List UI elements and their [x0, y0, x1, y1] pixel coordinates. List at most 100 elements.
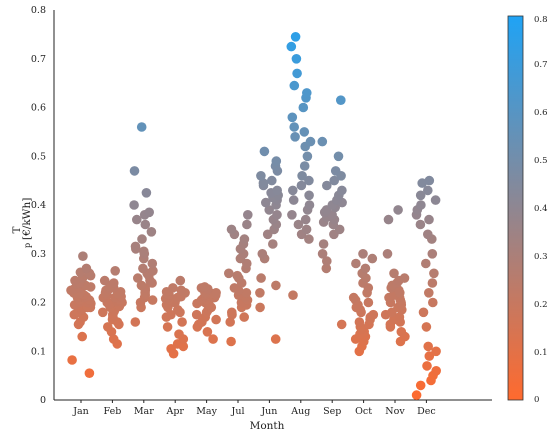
data-point	[393, 205, 403, 215]
data-point	[264, 205, 275, 215]
data-point	[177, 317, 187, 327]
data-point	[108, 334, 119, 344]
data-point	[422, 361, 432, 371]
data-point	[138, 263, 148, 274]
data-point	[166, 344, 176, 354]
x-axis-ticks: Jan Feb Mar Apr May Jul Jun Aug Sep Oct Nov Dec	[72, 400, 436, 417]
data-point	[330, 166, 341, 176]
data-point	[427, 278, 438, 288]
data-point	[232, 270, 243, 281]
data-point	[81, 263, 92, 274]
data-point	[290, 32, 301, 42]
colorbar-tick-label: 0.8	[534, 15, 548, 25]
svg-text:[€/kWh]: [€/kWh]	[21, 198, 33, 240]
data-point	[423, 185, 433, 196]
data-point	[255, 288, 265, 298]
data-point	[383, 214, 394, 225]
y-tick-label: 0.5	[31, 151, 46, 162]
data-point	[317, 136, 328, 147]
data-point	[368, 309, 379, 320]
data-point	[382, 249, 393, 259]
data-point	[256, 171, 266, 181]
y-tick-label: 0.2	[31, 298, 46, 309]
data-point	[110, 266, 120, 276]
data-point	[351, 258, 361, 269]
data-point	[199, 282, 210, 292]
data-point	[211, 314, 221, 325]
data-point	[336, 319, 347, 330]
x-tick-label: Nov	[385, 406, 405, 417]
data-point	[360, 263, 371, 274]
data-point	[299, 161, 310, 171]
data-point	[301, 224, 312, 235]
data-point	[166, 309, 176, 320]
data-point	[288, 195, 299, 205]
data-point	[271, 280, 281, 291]
data-point	[227, 307, 237, 318]
x-tick-label: Jun	[260, 406, 277, 417]
data-point	[423, 341, 434, 352]
colorbar	[507, 15, 524, 401]
data-point	[242, 219, 252, 230]
x-axis-title: Month	[250, 420, 285, 432]
data-point	[129, 166, 140, 176]
data-point	[389, 268, 399, 279]
data-point	[304, 175, 314, 186]
data-point	[424, 175, 435, 186]
data-point	[291, 54, 302, 64]
y-tick-label: 0	[40, 395, 46, 406]
data-point	[430, 195, 441, 205]
data-point	[287, 210, 297, 220]
x-tick-label: Aug	[290, 406, 310, 417]
data-point	[136, 122, 147, 132]
data-point	[256, 273, 266, 283]
data-point	[396, 327, 407, 337]
data-point	[84, 368, 95, 379]
data-point	[292, 68, 302, 79]
y-tick-label: 0.3	[31, 249, 46, 260]
data-point	[139, 246, 149, 257]
data-point	[427, 249, 438, 259]
data-point	[296, 180, 307, 191]
data-points	[66, 32, 442, 400]
data-point	[399, 273, 410, 283]
colorbar-tick-label: 0.2	[534, 300, 548, 310]
data-point	[289, 80, 300, 91]
data-point	[202, 327, 213, 337]
data-point	[288, 290, 298, 301]
data-point	[176, 285, 186, 296]
data-point	[421, 258, 431, 269]
data-point	[363, 297, 374, 308]
y-tick-label: 0.8	[31, 5, 46, 16]
data-point	[262, 229, 273, 240]
data-point	[77, 331, 87, 342]
data-point	[144, 207, 154, 218]
data-point	[415, 190, 426, 201]
x-tick-label: Feb	[104, 406, 122, 417]
data-point	[137, 234, 147, 244]
x-tick-label: Dec	[417, 406, 436, 417]
data-point	[239, 234, 250, 244]
data-point	[243, 210, 253, 220]
data-point	[241, 288, 252, 298]
data-point	[418, 307, 429, 318]
data-point	[130, 317, 141, 327]
data-point	[297, 171, 307, 181]
y-tick-label: 0.1	[31, 346, 46, 357]
data-point	[367, 253, 378, 264]
data-point	[140, 219, 151, 230]
data-point	[267, 175, 277, 186]
y-axis-ticks: 0 0.1 0.2 0.3 0.4 0.5 0.6 0.7 0.8	[31, 5, 46, 406]
x-tick-label: Jan	[72, 406, 89, 417]
y-axis-title: T p [€/kWh]	[11, 198, 33, 248]
data-point	[132, 214, 142, 225]
data-point	[270, 334, 281, 344]
data-point	[329, 175, 340, 186]
svg-text:p: p	[23, 243, 32, 248]
data-point	[423, 229, 433, 240]
svg-text:T: T	[11, 226, 23, 233]
data-point	[208, 334, 218, 344]
data-point	[147, 258, 158, 269]
data-point	[226, 224, 237, 235]
